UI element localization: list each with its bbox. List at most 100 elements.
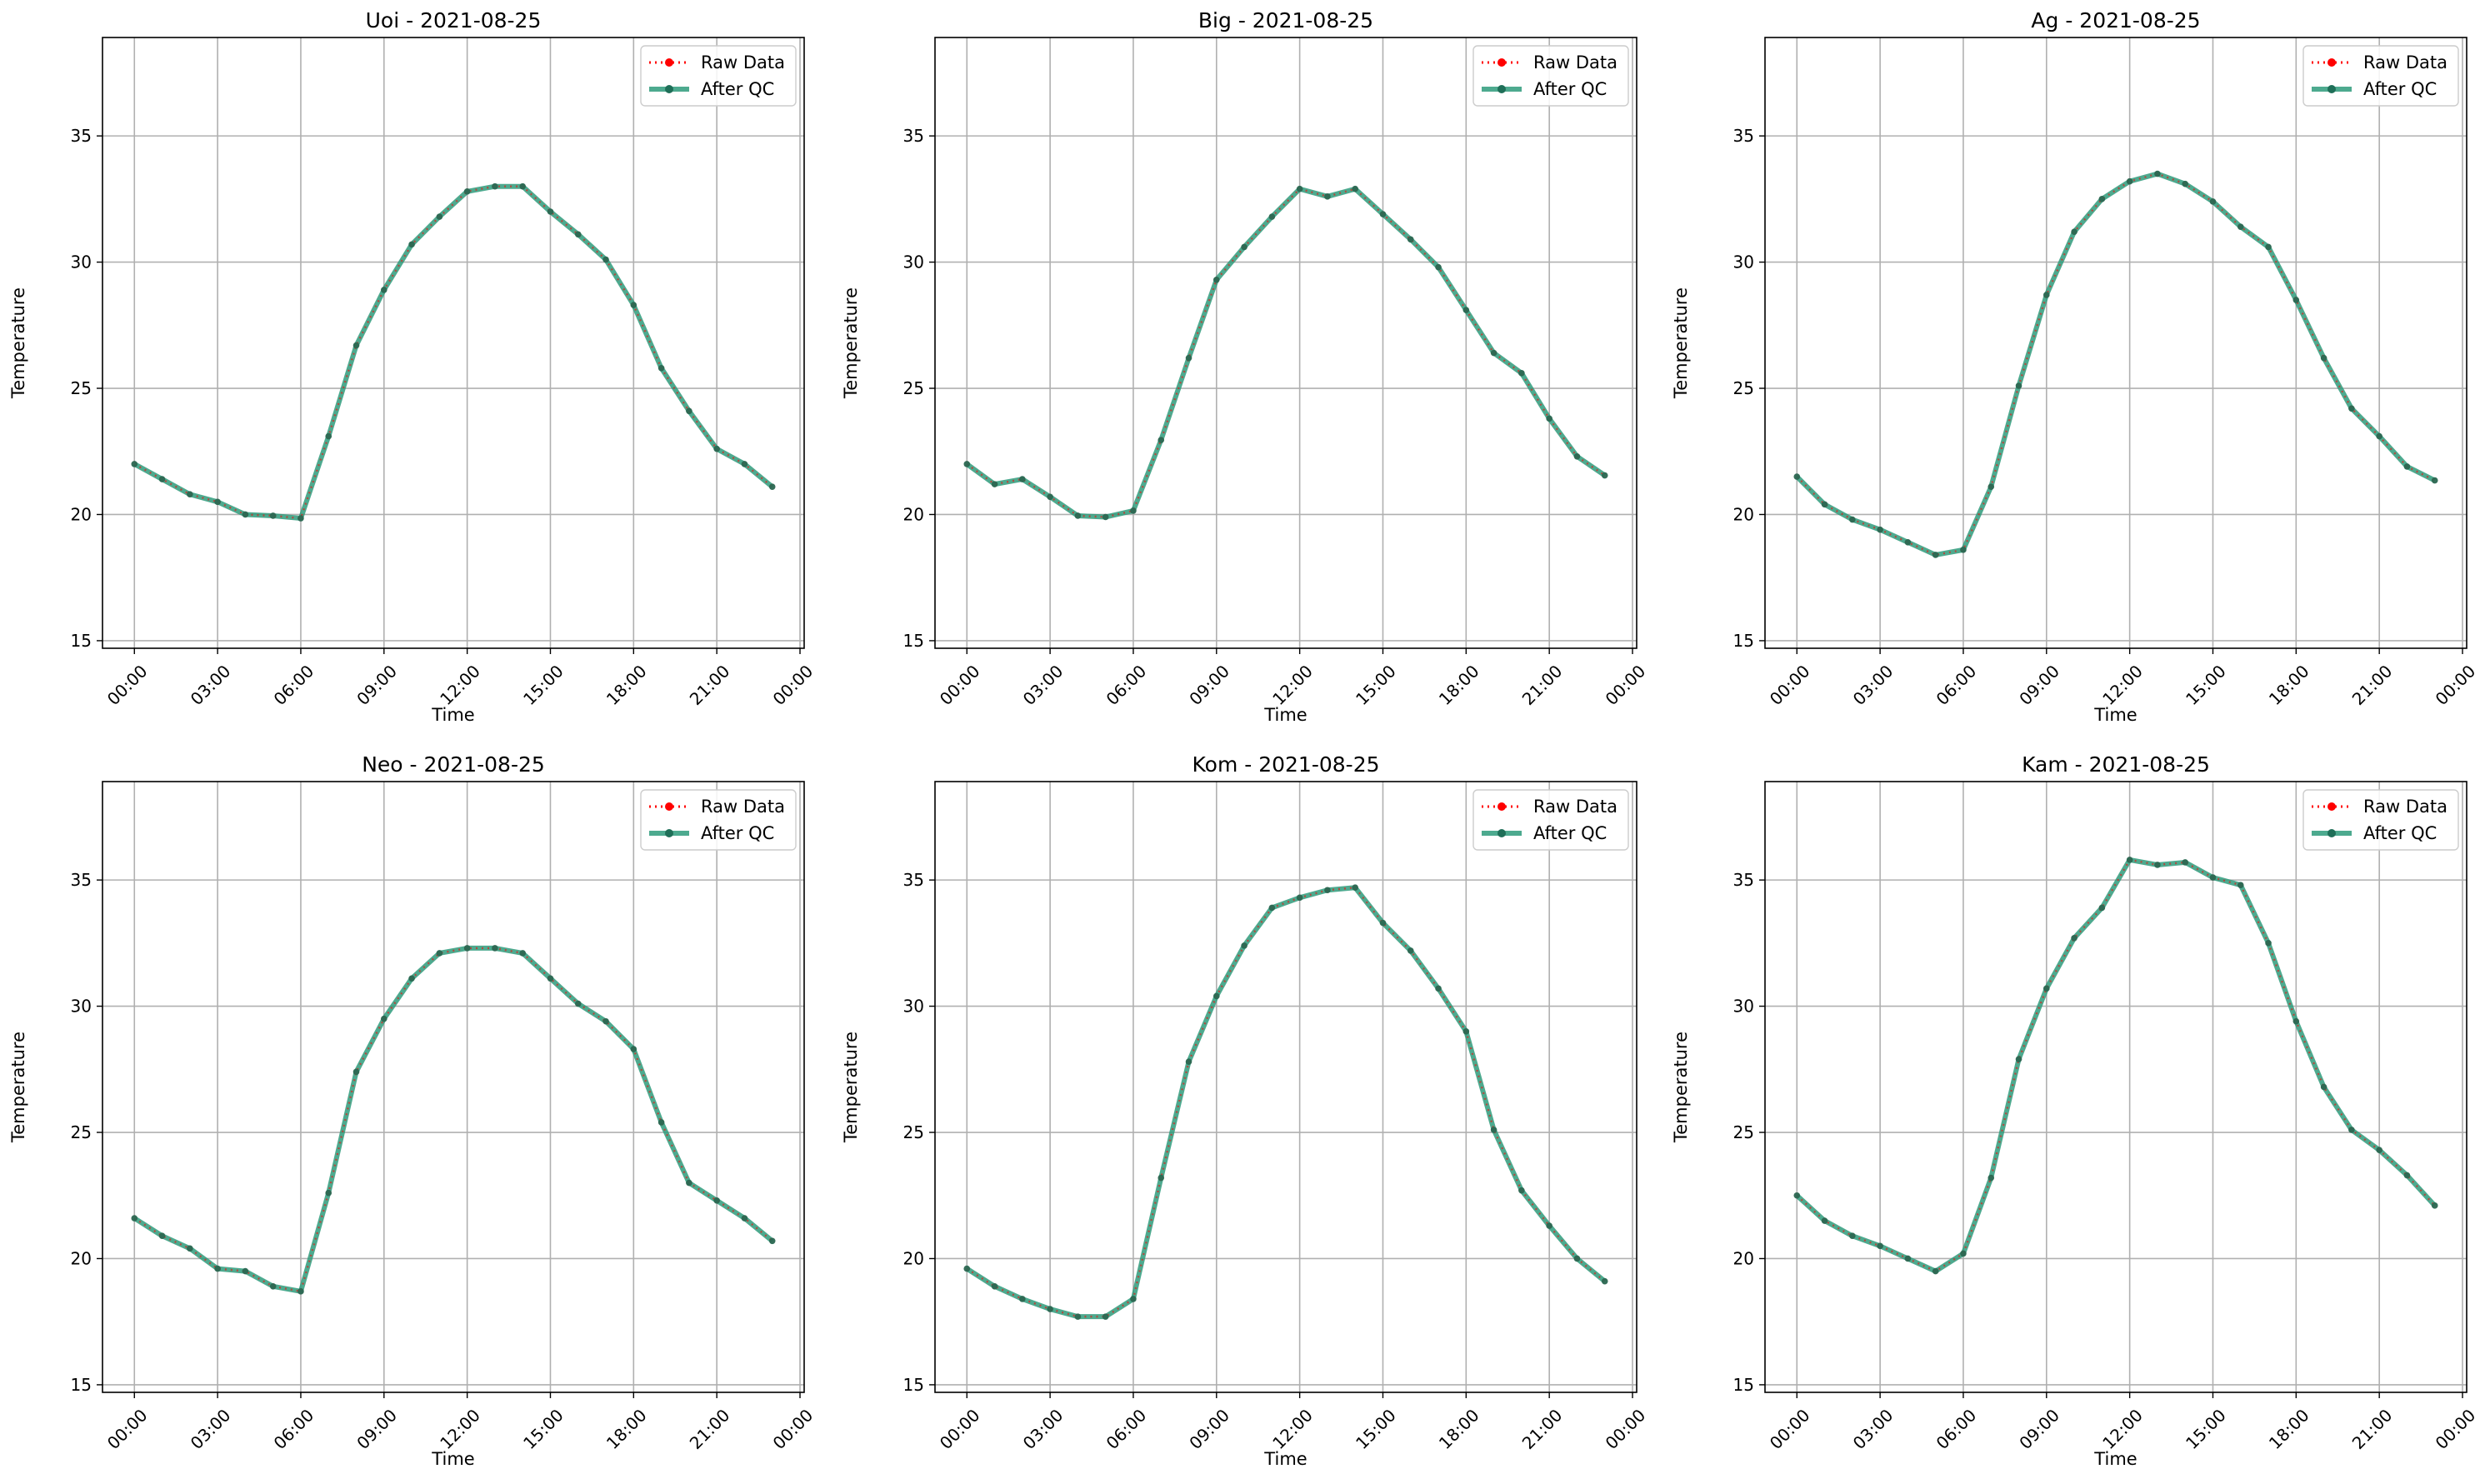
- after-qc-point: [2209, 198, 2217, 205]
- after-qc-point: [1241, 243, 1248, 251]
- after-qc-point: [352, 1068, 360, 1076]
- legend-raw-marker: [665, 802, 673, 811]
- subplot-title: Kom - 2021-08-25: [1192, 752, 1380, 777]
- x-tick-label: 06:00: [1932, 1405, 1981, 1453]
- after-qc-point: [1435, 263, 1442, 271]
- after-qc-point: [2265, 940, 2272, 947]
- after-qc-point: [2015, 1056, 2022, 1062]
- legend-qc-marker: [665, 829, 673, 837]
- after-qc-point: [1821, 1217, 1828, 1224]
- x-tick-label: 12:00: [436, 661, 484, 709]
- after-qc-point: [686, 1179, 692, 1187]
- x-tick-label: 00:00: [936, 661, 984, 709]
- after-qc-point: [547, 975, 554, 982]
- y-tick-label: 20: [71, 1248, 92, 1268]
- after-qc-point: [1296, 894, 1303, 902]
- x-tick-label: 03:00: [1019, 1405, 1068, 1453]
- y-tick-label: 25: [71, 1122, 92, 1142]
- x-tick-label: 18:00: [602, 661, 651, 709]
- x-tick-label: 00:00: [1766, 1405, 1814, 1453]
- x-tick-label: 03:00: [187, 661, 235, 709]
- plot-frame: [1764, 781, 2468, 1393]
- after-qc-point: [2431, 1202, 2438, 1209]
- plot-frame: [934, 37, 1638, 649]
- after-qc-point: [963, 1265, 971, 1272]
- after-qc-point: [1793, 1192, 1801, 1199]
- y-tick-label: 35: [903, 870, 924, 890]
- y-tick-label: 35: [71, 126, 92, 146]
- x-tick-label: 09:00: [352, 1405, 401, 1453]
- after-qc-point: [242, 511, 249, 518]
- after-qc-point: [1546, 415, 1552, 422]
- after-qc-point: [436, 950, 443, 957]
- after-qc-point: [158, 476, 166, 482]
- subplot-title: Ag - 2021-08-25: [2031, 8, 2200, 32]
- y-tick-label: 15: [71, 631, 92, 651]
- y-axis-label: Temperature: [841, 287, 861, 399]
- after-qc-point: [2071, 228, 2078, 236]
- after-qc-point: [686, 407, 692, 415]
- after-qc-point: [2015, 382, 2022, 389]
- after-qc-point: [547, 208, 554, 215]
- after-qc-point: [1932, 1267, 1939, 1275]
- after-qc-point: [1407, 947, 1414, 954]
- after-qc-point: [1490, 1127, 1498, 1133]
- legend-qc-label: After QC: [1533, 823, 1607, 843]
- subplot-title: Uoi - 2021-08-25: [366, 8, 542, 32]
- x-tick-label: 12:00: [436, 1405, 484, 1453]
- y-tick-label: 30: [903, 252, 924, 272]
- after-qc-point: [963, 461, 971, 467]
- after-qc-point: [1793, 473, 1801, 480]
- x-tick-label: 15:00: [519, 661, 568, 709]
- y-tick-label: 30: [71, 252, 92, 272]
- after-qc-point: [741, 1215, 748, 1222]
- after-qc-point: [2320, 1083, 2328, 1091]
- x-tick-label: 21:00: [686, 1405, 734, 1453]
- y-tick-label: 20: [71, 504, 92, 524]
- x-tick-label: 12:00: [2098, 661, 2147, 709]
- grid: [935, 782, 1637, 1392]
- y-tick-label: 30: [1733, 252, 1754, 272]
- plot-frame: [102, 781, 805, 1393]
- after-qc-point: [2403, 463, 2411, 470]
- y-tick-label: 15: [71, 1375, 92, 1395]
- y-tick-label: 15: [903, 631, 924, 651]
- legend-raw-marker: [665, 58, 673, 67]
- after-qc-point: [713, 1197, 720, 1204]
- after-qc-point: [2292, 297, 2300, 303]
- after-qc-point: [630, 1046, 638, 1052]
- x-tick-label: 00:00: [936, 1405, 984, 1453]
- legend: Raw Data After QC: [1472, 45, 1629, 107]
- legend-raw-label: Raw Data: [701, 797, 785, 817]
- y-axis-label: Temperature: [8, 1032, 28, 1143]
- after-qc-point: [2403, 1172, 2411, 1179]
- grid: [1765, 37, 2467, 648]
- series-raw-data-line: [966, 886, 1606, 1318]
- after-qc-point: [1268, 904, 1276, 912]
- x-tick-label: 12:00: [1268, 1405, 1317, 1453]
- after-qc-point: [1877, 526, 1883, 533]
- x-tick-label: 18:00: [1435, 661, 1483, 709]
- series-raw-data-line: [133, 185, 773, 520]
- x-tick-label: 09:00: [2015, 661, 2063, 709]
- after-qc-point: [1518, 370, 1525, 377]
- y-tick-label: 25: [903, 378, 924, 398]
- after-qc-point: [1601, 1277, 1608, 1285]
- legend-raw-label: Raw Data: [701, 52, 785, 72]
- x-tick-label: 21:00: [686, 661, 734, 709]
- after-qc-point: [1601, 472, 1608, 479]
- after-qc-point: [298, 515, 304, 522]
- after-qc-point: [2376, 1147, 2382, 1154]
- legend: Raw Data After QC: [640, 45, 797, 107]
- after-qc-point: [602, 256, 609, 263]
- after-qc-point: [131, 1215, 138, 1222]
- after-qc-point: [2071, 934, 2078, 942]
- after-qc-point: [1462, 307, 1470, 313]
- legend: Raw Data After QC: [640, 789, 797, 851]
- series-after-qc-line: [132, 183, 774, 522]
- after-qc-point: [1904, 1255, 1912, 1262]
- series-after-qc-line: [965, 885, 1607, 1320]
- y-tick-label: 35: [903, 126, 924, 146]
- after-qc-point: [658, 364, 665, 372]
